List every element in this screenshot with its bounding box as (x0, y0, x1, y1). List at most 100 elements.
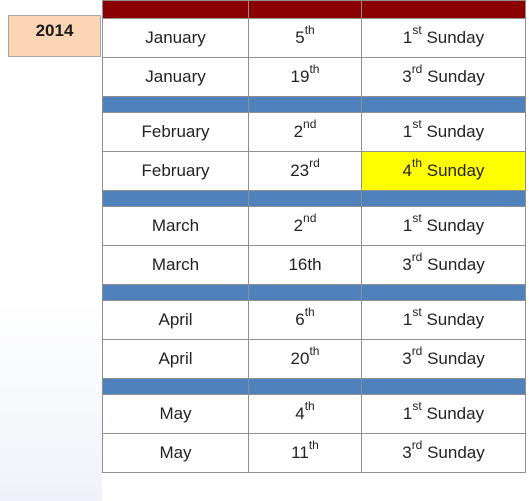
date-number: 5 (295, 28, 305, 47)
date-suffix: th (309, 344, 320, 359)
header-bar-cell (361, 0, 526, 19)
week-suffix: st (412, 399, 422, 414)
separator-cell (248, 190, 362, 207)
week-number: 1 (402, 310, 413, 329)
week-suffix: rd (411, 438, 423, 453)
sunday-cell: 3rd Sunday (361, 57, 526, 97)
header-bar (102, 0, 526, 19)
week-number: 1 (402, 216, 413, 235)
date-number: 20 (290, 349, 310, 368)
week-number: 3 (402, 349, 412, 368)
schedule-row: May 4th 1st Sunday (102, 394, 526, 434)
schedule-row: February 23rd 4th Sunday (102, 151, 526, 191)
date-number: 11 (291, 443, 309, 462)
separator-cell (361, 96, 526, 113)
date-suffix: th (304, 399, 315, 414)
schedule-row: April 6th 1st Sunday (102, 300, 526, 340)
date-suffix: th (304, 23, 315, 38)
week-suffix: st (412, 23, 422, 38)
date-number: 6 (295, 310, 305, 329)
week-number: 3 (402, 255, 412, 274)
sunday-cell: 3rd Sunday (361, 433, 526, 473)
schedule-row: January 5th 1st Sunday (102, 18, 526, 58)
schedule-row: May 11th 3rd Sunday (102, 433, 526, 473)
date-cell: 5th (248, 18, 362, 58)
month-cell: January (102, 57, 249, 97)
sunday-label: Sunday (426, 161, 485, 180)
schedule-row: March 2nd 1st Sunday (102, 206, 526, 246)
date-suffix: th (309, 62, 320, 77)
month-cell: April (102, 339, 249, 379)
sunday-label: Sunday (426, 404, 485, 423)
sunday-cell: 3rd Sunday (361, 245, 526, 285)
week-number: 1 (402, 28, 413, 47)
separator-cell (248, 96, 362, 113)
date-number: 4 (295, 404, 305, 423)
month-separator-bar (102, 190, 526, 207)
separator-cell (102, 284, 249, 301)
month-cell: March (102, 245, 249, 285)
date-cell: 11th (248, 433, 362, 473)
date-cell: 4th (248, 394, 362, 434)
date-suffix: th (308, 438, 319, 453)
separator-cell (248, 378, 362, 395)
week-number: 4 (402, 161, 413, 180)
date-suffix: nd (303, 211, 317, 226)
date-number: 19 (290, 67, 310, 86)
month-cell: March (102, 206, 249, 246)
year-cell: 2014 (8, 15, 101, 57)
sunday-cell: 1st Sunday (361, 300, 526, 340)
sunday-label: Sunday (426, 122, 485, 141)
date-suffix: nd (303, 117, 317, 132)
sunday-cell: 1st Sunday (361, 18, 526, 58)
month-cell: April (102, 300, 249, 340)
week-suffix: rd (411, 250, 423, 265)
separator-cell (361, 378, 526, 395)
month-separator-bar (102, 378, 526, 395)
week-number: 1 (402, 404, 413, 423)
schedule-row: February 2nd 1st Sunday (102, 112, 526, 152)
week-suffix: rd (411, 62, 423, 77)
schedule-row: January 19th 3rd Sunday (102, 57, 526, 97)
month-cell: May (102, 394, 249, 434)
sunday-label: Sunday (427, 349, 485, 368)
schedule-row: April 20th 3rd Sunday (102, 339, 526, 379)
month-separator-bar (102, 96, 526, 113)
sunday-label: Sunday (427, 443, 485, 462)
date-suffix: rd (309, 156, 320, 171)
sunday-label: Sunday (427, 67, 485, 86)
date-cell: 20th (248, 339, 362, 379)
sunday-label: Sunday (426, 310, 485, 329)
left-margin-panel (0, 0, 102, 501)
sunday-label: Sunday (427, 255, 485, 274)
separator-cell (102, 96, 249, 113)
sunday-cell: 1st Sunday (361, 394, 526, 434)
month-cell: February (102, 112, 249, 152)
date-number: 23 (290, 161, 310, 180)
sunday-label: Sunday (426, 216, 485, 235)
month-cell: May (102, 433, 249, 473)
date-cell: 19th (248, 57, 362, 97)
schedule-table: January 5th 1st Sunday January 19th 3rd Sunda… (102, 0, 526, 473)
week-number: 3 (402, 443, 412, 462)
separator-cell (361, 190, 526, 207)
week-suffix: rd (411, 344, 423, 359)
month-separator-bar (102, 284, 526, 301)
month-cell: February (102, 151, 249, 191)
separator-cell (102, 378, 249, 395)
header-bar-cell (102, 0, 249, 19)
header-bar-cell (248, 0, 362, 19)
week-number: 3 (402, 67, 412, 86)
date-cell: 2nd (248, 206, 362, 246)
sunday-cell-highlighted: 4th Sunday (361, 151, 526, 191)
week-suffix: st (412, 305, 422, 320)
sunday-cell: 3rd Sunday (361, 339, 526, 379)
month-cell: January (102, 18, 249, 58)
sunday-cell: 1st Sunday (361, 112, 526, 152)
week-number: 1 (402, 122, 413, 141)
date-cell: 6th (248, 300, 362, 340)
week-suffix: th (412, 156, 423, 171)
date-number: 16th (288, 255, 322, 274)
date-cell: 16th (248, 245, 362, 285)
week-suffix: st (412, 117, 422, 132)
